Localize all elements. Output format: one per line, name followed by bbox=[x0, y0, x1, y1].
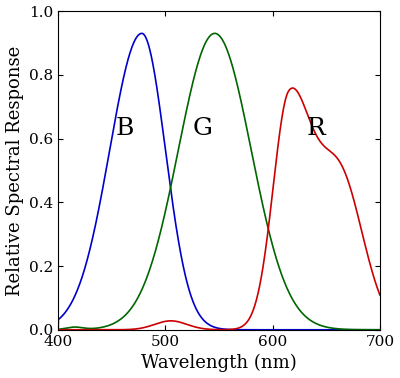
Text: R: R bbox=[306, 118, 325, 141]
X-axis label: Wavelength (nm): Wavelength (nm) bbox=[141, 354, 297, 372]
Text: B: B bbox=[116, 118, 134, 141]
Text: G: G bbox=[193, 118, 213, 141]
Y-axis label: Relative Spectral Response: Relative Spectral Response bbox=[6, 45, 24, 296]
